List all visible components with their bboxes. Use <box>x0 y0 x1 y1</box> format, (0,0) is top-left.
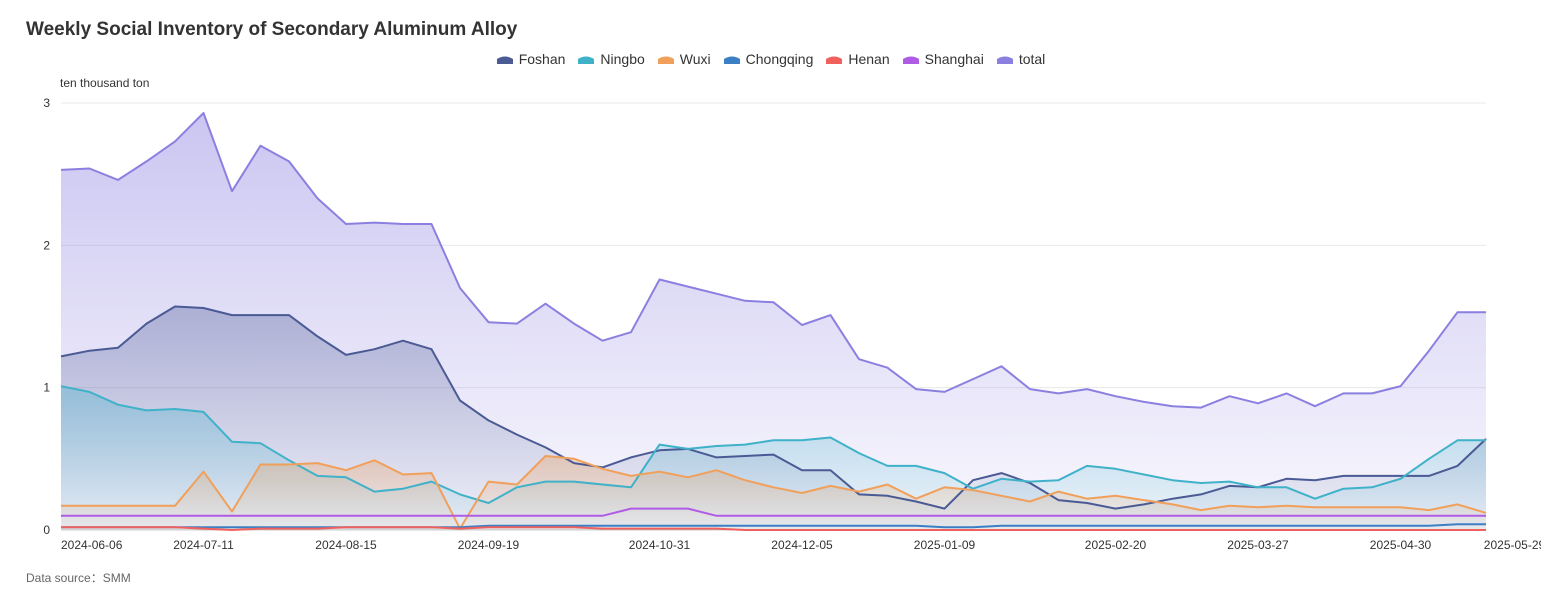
x-tick-label: 2024-09-19 <box>458 538 520 552</box>
legend-item-chongqing[interactable]: Chongqing <box>723 51 814 67</box>
legend-swatch-icon <box>996 56 1013 64</box>
legend-swatch-shape <box>902 56 919 64</box>
legend-swatch-shape <box>723 56 740 64</box>
legend-label: Wuxi <box>679 51 711 67</box>
legend-item-foshan[interactable]: Foshan <box>496 51 566 67</box>
series-line-henan <box>61 526 1486 531</box>
chart-legend: Foshan Ningbo Wuxi Chongqing Henan Shanghai to… <box>0 51 1541 67</box>
legend-swatch-icon <box>578 56 595 64</box>
x-tick-label: 2025-04-30 <box>1370 538 1432 552</box>
series-line-total <box>60 112 1486 409</box>
legend-swatch-shape <box>826 56 843 64</box>
legend-label: Henan <box>848 51 890 67</box>
legend-swatch-shape <box>496 56 513 64</box>
series-line-chongqing <box>61 523 1486 529</box>
legend-item-henan[interactable]: Henan <box>825 51 890 67</box>
series-line-shanghai <box>61 507 1486 517</box>
legend-item-total[interactable]: total <box>996 51 1045 67</box>
legend-swatch-icon <box>826 56 843 64</box>
x-tick-label: 2024-08-15 <box>315 538 377 552</box>
x-tick-label: 2025-03-27 <box>1227 538 1289 552</box>
y-axis-unit-label: ten thousand ton <box>60 76 150 90</box>
x-tick-label: 2025-01-09 <box>914 538 976 552</box>
legend-item-shanghai[interactable]: Shanghai <box>902 51 984 67</box>
legend-label: Shanghai <box>924 51 984 67</box>
legend-item-wuxi[interactable]: Wuxi <box>657 51 711 67</box>
x-tick-label: 2024-06-06 <box>61 538 123 552</box>
x-tick-label: 2025-02-20 <box>1085 538 1147 552</box>
legend-swatch-icon <box>657 56 674 64</box>
x-tick-label: 2025-05-29 <box>1484 538 1541 552</box>
legend-label: total <box>1018 51 1046 67</box>
legend-swatch-shape <box>578 56 595 64</box>
series-line-foshan <box>60 305 1487 510</box>
y-tick-label: 2 <box>43 238 50 252</box>
chart-title: Weekly Social Inventory of Secondary Alu… <box>26 19 518 40</box>
legend-swatch-shape <box>996 56 1013 64</box>
legend-swatch-icon <box>902 56 919 64</box>
x-tick-label: 2024-10-31 <box>629 538 691 552</box>
y-tick-label: 1 <box>43 381 50 395</box>
y-tick-label: 0 <box>43 523 50 537</box>
legend-label: Chongqing <box>745 51 814 67</box>
legend-label: Ningbo <box>600 51 645 67</box>
data-source-label: Data source：SMM <box>26 571 131 585</box>
series-line-wuxi <box>61 455 1487 530</box>
legend-item-ningbo[interactable]: Ningbo <box>577 51 645 67</box>
series-line-ningbo <box>60 385 1486 504</box>
legend-label: Foshan <box>518 51 566 67</box>
x-tick-label: 2024-07-11 <box>173 538 234 552</box>
legend-swatch-shape <box>657 56 674 64</box>
legend-swatch-icon <box>496 56 513 64</box>
legend-swatch-icon <box>723 56 740 64</box>
x-tick-label: 2024-12-05 <box>771 538 833 552</box>
y-tick-label: 3 <box>43 96 50 110</box>
